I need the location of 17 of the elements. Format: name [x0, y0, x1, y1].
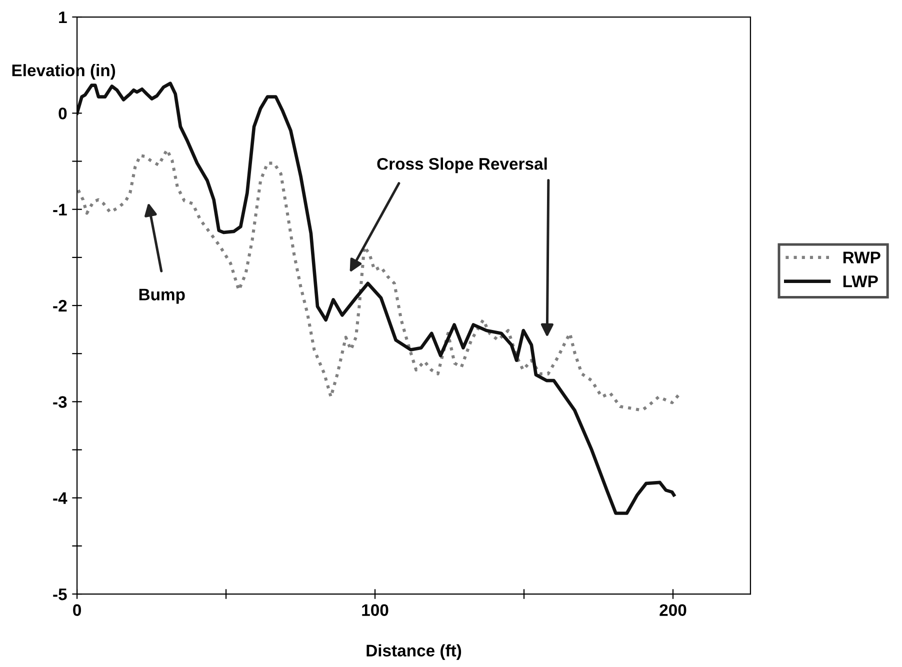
x-axis-title: Distance (ft)	[366, 644, 462, 660]
y-tick-label: -3	[53, 396, 67, 408]
y-tick-label: -4	[53, 492, 68, 504]
legend-label: RWP	[843, 252, 880, 264]
line-series	[77, 148, 680, 412]
annotation: Cross Slope Reversal	[377, 158, 547, 174]
y-tick-label: -2	[53, 300, 67, 312]
x-tick-label: 100	[362, 604, 388, 616]
y-tick-label: 0	[58, 108, 67, 120]
legend-label: LWP	[843, 276, 878, 288]
y-tick-label: -1	[53, 204, 67, 216]
y-tick-label: 1	[59, 12, 67, 24]
line-series	[77, 82, 676, 515]
x-tick-label: 200	[660, 604, 686, 616]
annotation: Bump	[139, 288, 185, 304]
y-tick-label: -5	[53, 588, 67, 600]
x-tick-label: 0	[73, 604, 81, 616]
